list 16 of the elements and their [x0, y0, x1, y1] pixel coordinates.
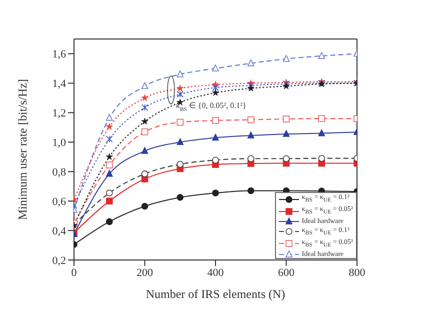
y-tick-label: 1,4	[52, 78, 66, 90]
y-tick-label: 1,0	[52, 137, 66, 150]
x-tick-label: 400	[207, 266, 224, 279]
y-axis-title: Minimum user rate [bit/s/Hz]	[15, 79, 30, 220]
annotation: κ$_{BS}$ ∈ {0, 0.05², 0.1²}	[176, 101, 247, 113]
y-tick-label: 1,2	[52, 108, 66, 120]
x-tick-label: 600	[278, 266, 295, 279]
y-tick-label: 0,6	[52, 196, 66, 208]
x-axis-title: Number of IRS elements (N)	[146, 287, 286, 301]
y-tick-label: 0,4	[52, 225, 66, 238]
y-tick-label: 0,2	[52, 254, 66, 267]
y-tick-label: 0,8	[52, 166, 66, 179]
x-tick-label: 200	[136, 266, 154, 279]
x-tick-label: 800	[348, 266, 366, 279]
y-tick-label: 1,6	[52, 48, 66, 61]
x-tick-label: 0	[71, 266, 78, 279]
